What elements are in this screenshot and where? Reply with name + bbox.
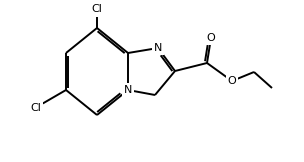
Text: Cl: Cl [31, 103, 41, 113]
Text: N: N [124, 85, 132, 95]
Text: O: O [228, 76, 237, 86]
Text: Cl: Cl [92, 4, 102, 14]
Text: O: O [207, 33, 215, 43]
Text: N: N [154, 43, 162, 53]
